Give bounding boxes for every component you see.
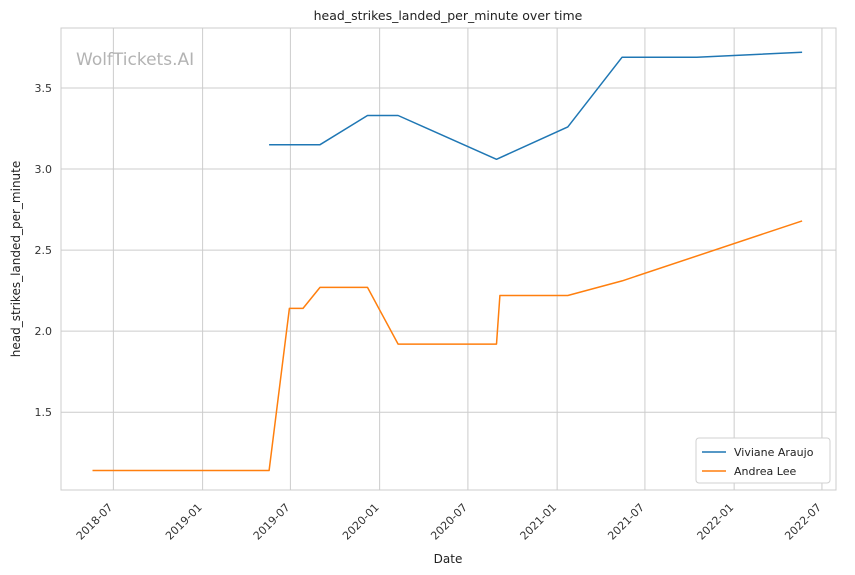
chart-title: head_strikes_landed_per_minute over time: [314, 8, 583, 23]
y-tick-label: 2.5: [35, 244, 53, 257]
y-tick-label: 3.0: [35, 163, 53, 176]
y-tick-label: 1.5: [35, 406, 53, 419]
legend-label-0: Viviane Araujo: [734, 446, 814, 459]
y-axis-title: head_strikes_landed_per_minute: [9, 161, 23, 358]
grid: [61, 28, 836, 490]
legend-label-1: Andrea Lee: [734, 465, 796, 478]
legend: Viviane Araujo Andrea Lee: [695, 437, 831, 484]
series-line-1: [92, 220, 803, 472]
y-axis-ticks: 1.5 2.0 2.5 3.0 3.5: [35, 82, 53, 419]
series-line-0: [269, 51, 803, 161]
y-tick-label: 3.5: [35, 82, 53, 95]
x-axis-title: Date: [434, 552, 463, 566]
y-tick-label: 2.0: [35, 325, 53, 338]
series-layer: [92, 51, 803, 472]
watermark: WolfTickets.AI: [76, 50, 194, 70]
plot-frame: [60, 27, 837, 491]
legend-box: [695, 437, 831, 484]
